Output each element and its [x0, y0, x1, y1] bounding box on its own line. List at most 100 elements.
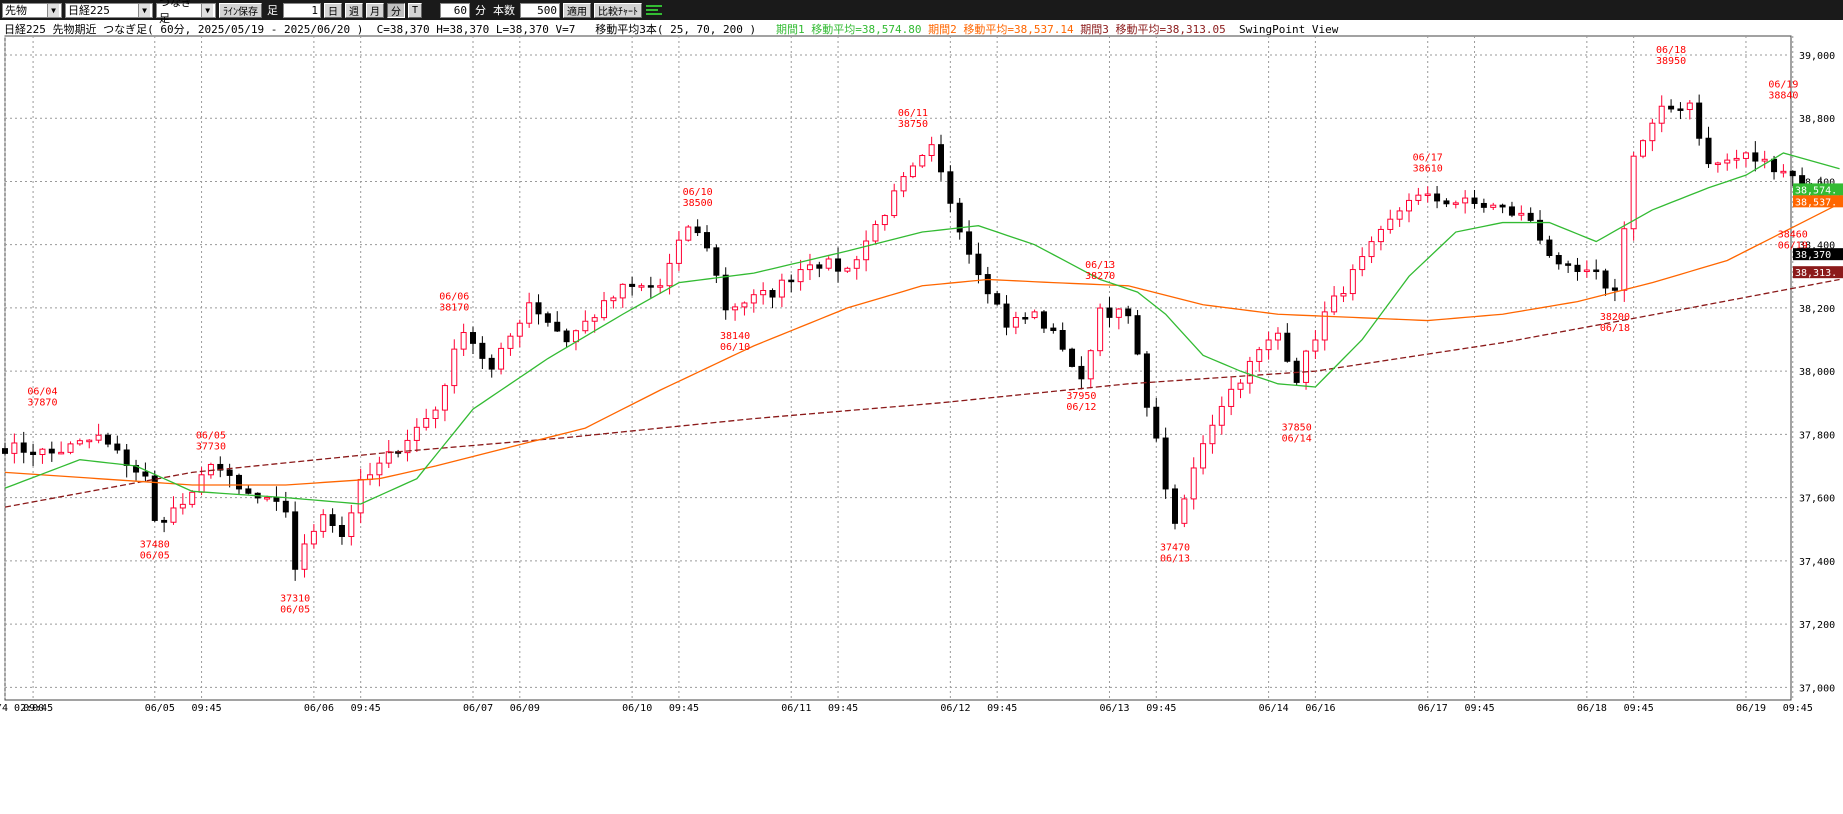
- price-tag: [1793, 248, 1843, 261]
- swing-point-label: 06/14: [1282, 434, 1312, 445]
- candle: [619, 283, 626, 299]
- candle: [1658, 105, 1665, 124]
- candle: [535, 302, 542, 315]
- minute-button[interactable]: 分: [387, 2, 405, 18]
- candle: [460, 332, 467, 350]
- candle: [301, 543, 308, 570]
- candle: [1106, 307, 1113, 318]
- candle: [1621, 228, 1628, 291]
- candle: [1387, 218, 1394, 230]
- day-button[interactable]: 日: [324, 2, 342, 18]
- candle: [1012, 317, 1019, 328]
- candle: [1190, 467, 1197, 500]
- candle: [1181, 498, 1188, 524]
- swing-point-label: 06/18: [1656, 45, 1686, 56]
- x-tick-label: 09:45: [1624, 703, 1654, 714]
- candle: [1761, 158, 1768, 162]
- apply-button[interactable]: 適用: [563, 2, 592, 18]
- candle: [1462, 197, 1469, 204]
- tick-button[interactable]: T: [408, 2, 423, 18]
- candle: [20, 442, 27, 453]
- candle: [2, 448, 8, 454]
- bars-label: 本数: [493, 4, 516, 17]
- x-tick-label: /4 02:00: [0, 703, 44, 714]
- candle: [1602, 270, 1609, 289]
- toolbar: 先物 ▼ 日経225 ▼ つなぎ足 ▼ ﾗｲﾝ保存 足 1 日 週 月 分 T …: [0, 0, 1843, 25]
- info-bar: 日経225 先物期近 つなぎ足( 60分, 2025/05/19 - 2025/…: [4, 21, 1338, 37]
- x-tick-label: 06/06: [304, 703, 334, 714]
- compare-chart-button[interactable]: 比較ﾁｬｰﾄ: [594, 2, 643, 18]
- candle: [675, 239, 682, 264]
- y-tick-label: 37,800: [1799, 430, 1835, 441]
- candle: [1331, 295, 1338, 313]
- candle: [601, 300, 608, 319]
- candle: [863, 240, 870, 261]
- candle: [479, 342, 486, 359]
- type-select[interactable]: つなぎ足 ▼: [156, 0, 216, 25]
- week-button[interactable]: 週: [345, 2, 363, 18]
- y-tick-label: 38,200: [1799, 304, 1835, 315]
- candle: [95, 434, 102, 441]
- candle: [451, 348, 458, 387]
- market-select[interactable]: 先物 ▼: [2, 2, 62, 18]
- candle: [1546, 239, 1553, 256]
- ma3-line: [4, 278, 1840, 508]
- candle: [488, 357, 495, 370]
- chevron-down-icon[interactable]: ▼: [138, 3, 150, 17]
- candle: [1742, 152, 1749, 159]
- candle: [806, 264, 813, 271]
- price-tag-label: 38,537.: [1795, 197, 1837, 208]
- swing-point-label: 37310: [280, 593, 310, 604]
- minute-input[interactable]: 60: [440, 2, 471, 18]
- candle: [1527, 212, 1534, 221]
- candle: [638, 285, 645, 288]
- x-tick-label: 09:45: [192, 703, 222, 714]
- symbol-select-value: 日経225: [68, 4, 110, 17]
- swing-point-label: 38200: [1600, 312, 1630, 323]
- month-button[interactable]: 月: [366, 2, 384, 18]
- candle: [938, 144, 944, 173]
- candle: [629, 283, 636, 287]
- candle: [11, 442, 18, 454]
- chevron-down-icon[interactable]: ▼: [201, 3, 213, 17]
- step-input[interactable]: 1: [283, 2, 321, 18]
- candle: [310, 530, 317, 545]
- candle: [1246, 360, 1253, 384]
- candle: [151, 475, 158, 521]
- candle: [881, 215, 888, 226]
- candle: [994, 293, 1001, 305]
- x-tick-label: 06/12: [940, 703, 970, 714]
- candle: [769, 290, 776, 298]
- candle: [1003, 303, 1010, 328]
- candle: [67, 443, 74, 453]
- symbol-select[interactable]: 日経225 ▼: [65, 2, 153, 18]
- candle: [114, 443, 121, 451]
- swing-point-label: 38750: [898, 119, 928, 130]
- candle: [1677, 108, 1684, 111]
- x-tick-label: 06/16: [1305, 703, 1335, 714]
- candle: [1040, 311, 1047, 329]
- chart-settings-icon[interactable]: [645, 3, 663, 17]
- candle: [376, 462, 383, 476]
- candle: [956, 202, 963, 233]
- candle: [554, 321, 561, 332]
- candle: [853, 259, 860, 269]
- candle: [1705, 137, 1712, 165]
- candle: [732, 306, 739, 311]
- chevron-down-icon[interactable]: ▼: [47, 3, 59, 17]
- candle: [750, 294, 757, 304]
- y-tick-label: 37,600: [1799, 494, 1835, 505]
- swing-point-label: 38170: [439, 302, 469, 313]
- swing-point-label: 37470: [1160, 543, 1190, 554]
- candle: [413, 426, 420, 441]
- candle: [928, 144, 935, 156]
- market-select-value: 先物: [5, 4, 27, 17]
- candle: [1640, 140, 1646, 157]
- swing-point-label: 06/19: [1778, 241, 1808, 252]
- save-lines-button[interactable]: ﾗｲﾝ保存: [219, 2, 262, 18]
- candle: [1555, 254, 1562, 265]
- bars-input[interactable]: 500: [520, 2, 561, 18]
- candle: [1078, 365, 1085, 380]
- x-tick-label: 06/18: [1577, 703, 1607, 714]
- y-tick-label: 37,000: [1799, 683, 1835, 694]
